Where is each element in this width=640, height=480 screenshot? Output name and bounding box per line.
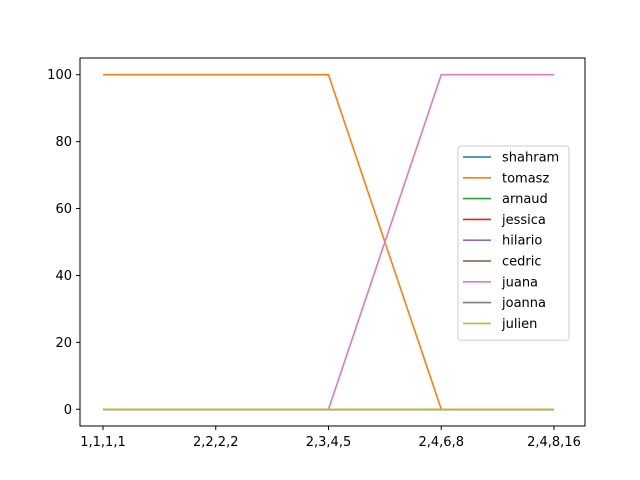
x-tick-label: 2,2,2,2 bbox=[193, 435, 238, 450]
legend-label-cedric: cedric bbox=[502, 255, 542, 270]
y-tick-label: 40 bbox=[55, 269, 72, 284]
legend-label-julien: julien bbox=[501, 317, 537, 332]
x-tick-label: 1,1,1,1 bbox=[80, 435, 125, 450]
plot-frame bbox=[79, 57, 586, 427]
legend-label-tomasz: tomasz bbox=[502, 171, 549, 186]
y-tick-label: 100 bbox=[47, 68, 72, 83]
y-axis: 0 20 40 60 80 100 bbox=[47, 68, 80, 418]
legend-label-arnaud: arnaud bbox=[502, 192, 548, 207]
y-tick-label: 20 bbox=[55, 336, 72, 351]
y-tick-label: 0 bbox=[64, 403, 72, 418]
legend-box bbox=[457, 145, 570, 341]
x-axis: 1,1,1,1 2,2,2,2 2,3,4,5 2,4,6,8 2,4,8,16 bbox=[80, 426, 581, 450]
legend: shahram tomasz arnaud jessica hilario cedric j… bbox=[457, 145, 570, 341]
legend-label-shahram: shahram bbox=[502, 151, 559, 166]
x-tick-label: 2,4,6,8 bbox=[419, 435, 464, 450]
x-tick-label: 2,3,4,5 bbox=[306, 435, 351, 450]
plot-lines bbox=[103, 73, 554, 411]
legend-label-hilario: hilario bbox=[502, 234, 542, 249]
x-tick-label: 2,4,8,16 bbox=[527, 435, 581, 450]
legend-label-jessica: jessica bbox=[501, 213, 546, 228]
legend-label-joanna: joanna bbox=[501, 296, 546, 311]
y-tick-label: 80 bbox=[55, 135, 72, 150]
y-tick-label: 60 bbox=[55, 202, 72, 217]
legend-label-juana: juana bbox=[501, 275, 538, 290]
